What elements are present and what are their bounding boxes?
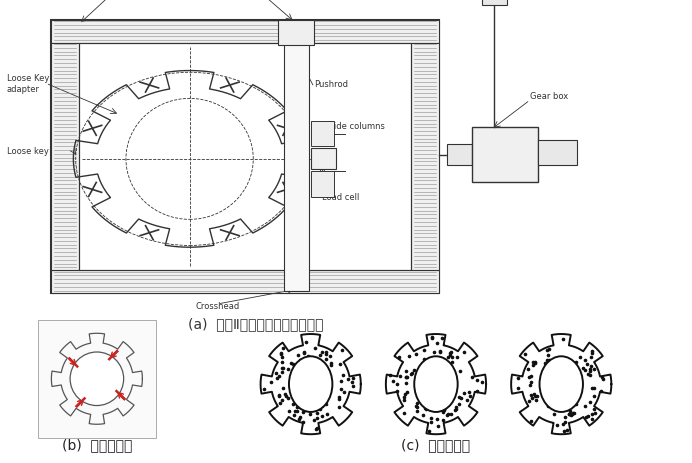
- Bar: [51, 44, 79, 271]
- Ellipse shape: [289, 357, 332, 412]
- Text: Crosshead: Crosshead: [195, 301, 239, 311]
- Bar: [538, 141, 577, 166]
- Bar: [411, 44, 439, 271]
- Bar: [447, 145, 472, 166]
- Ellipse shape: [415, 357, 457, 412]
- Bar: [38, 320, 156, 438]
- Bar: [51, 271, 439, 294]
- Circle shape: [70, 352, 124, 406]
- Bar: [311, 149, 336, 170]
- Bar: [51, 21, 439, 294]
- Bar: [311, 122, 334, 147]
- Bar: [472, 128, 538, 182]
- Text: Loose Key
adapter: Loose Key adapter: [7, 74, 49, 94]
- Text: Load cell: Load cell: [322, 193, 360, 202]
- Bar: [278, 21, 314, 46]
- Text: Pushrod: Pushrod: [314, 80, 348, 88]
- Bar: [311, 172, 334, 197]
- Ellipse shape: [540, 357, 583, 412]
- Text: Loose key: Loose key: [7, 147, 49, 156]
- Text: Guide columns: Guide columns: [322, 121, 385, 131]
- Text: (b)  受力示意图: (b) 受力示意图: [62, 437, 132, 451]
- Text: (a)  模型Ⅱ对应的石墨砖应用场景: (a) 模型Ⅱ对应的石墨砖应用场景: [188, 317, 324, 331]
- Bar: [51, 21, 439, 44]
- Text: (c)  裂缝示意图: (c) 裂缝示意图: [401, 437, 471, 451]
- Bar: [284, 23, 309, 292]
- Bar: [482, 0, 507, 6]
- Text: Gear box: Gear box: [530, 92, 568, 101]
- Bar: [79, 44, 411, 271]
